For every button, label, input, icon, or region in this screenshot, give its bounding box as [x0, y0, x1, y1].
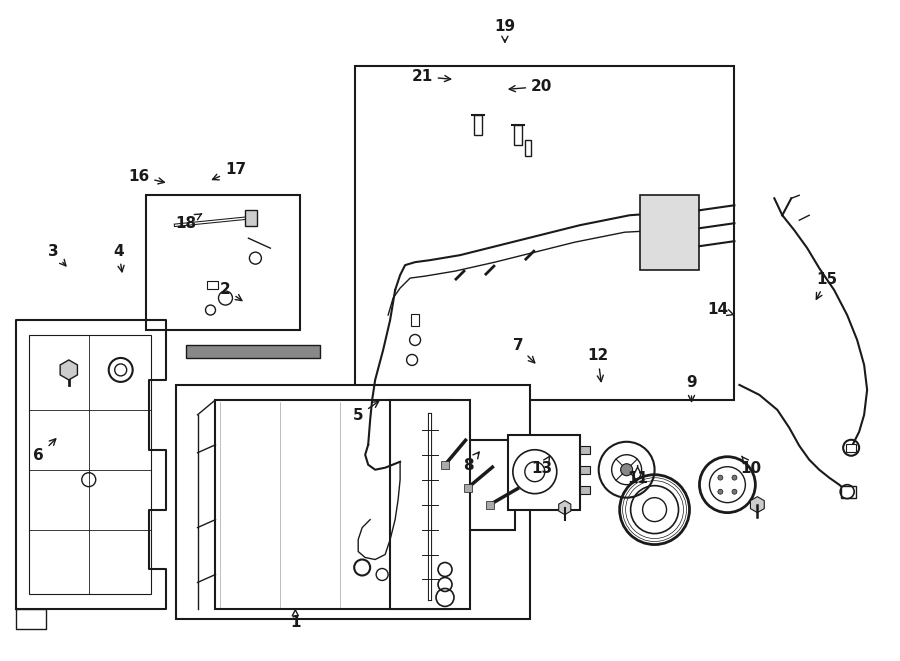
Bar — [435, 440, 515, 529]
Text: 14: 14 — [706, 301, 733, 317]
Bar — [246, 210, 257, 226]
Text: 1: 1 — [290, 609, 301, 630]
Bar — [580, 486, 590, 494]
Bar — [580, 446, 590, 453]
Text: 21: 21 — [411, 69, 451, 84]
Bar — [508, 435, 580, 510]
Text: 19: 19 — [494, 19, 516, 42]
Text: 7: 7 — [512, 338, 535, 363]
Bar — [842, 486, 856, 498]
Bar — [486, 500, 494, 508]
Bar — [185, 345, 320, 358]
Text: 17: 17 — [212, 162, 246, 180]
Bar — [29, 335, 150, 594]
Text: 6: 6 — [33, 439, 56, 463]
Text: 11: 11 — [627, 465, 648, 486]
Text: 15: 15 — [816, 272, 838, 299]
Text: 3: 3 — [48, 244, 66, 266]
Bar — [146, 195, 301, 330]
Bar — [390, 400, 470, 609]
Text: 16: 16 — [128, 169, 165, 184]
Text: 18: 18 — [175, 214, 202, 231]
Circle shape — [718, 475, 723, 480]
Bar — [411, 314, 419, 326]
Bar — [474, 116, 482, 136]
Bar — [176, 385, 530, 619]
Text: 20: 20 — [509, 79, 553, 94]
Bar — [441, 461, 449, 469]
Text: 5: 5 — [353, 401, 379, 423]
Circle shape — [732, 489, 737, 494]
Bar — [640, 195, 699, 270]
Bar — [356, 65, 734, 400]
Circle shape — [732, 475, 737, 480]
Text: 10: 10 — [741, 456, 762, 476]
Bar — [525, 140, 531, 157]
Bar — [580, 466, 590, 474]
Circle shape — [718, 489, 723, 494]
Text: 12: 12 — [587, 348, 608, 381]
Bar — [206, 281, 219, 289]
Text: 2: 2 — [220, 282, 242, 301]
Text: 4: 4 — [113, 244, 124, 272]
Text: 8: 8 — [463, 452, 479, 473]
Bar — [846, 444, 856, 451]
Bar — [514, 126, 522, 145]
Bar — [464, 484, 472, 492]
Text: 9: 9 — [686, 375, 697, 401]
Text: 13: 13 — [531, 456, 553, 476]
Circle shape — [621, 464, 633, 476]
